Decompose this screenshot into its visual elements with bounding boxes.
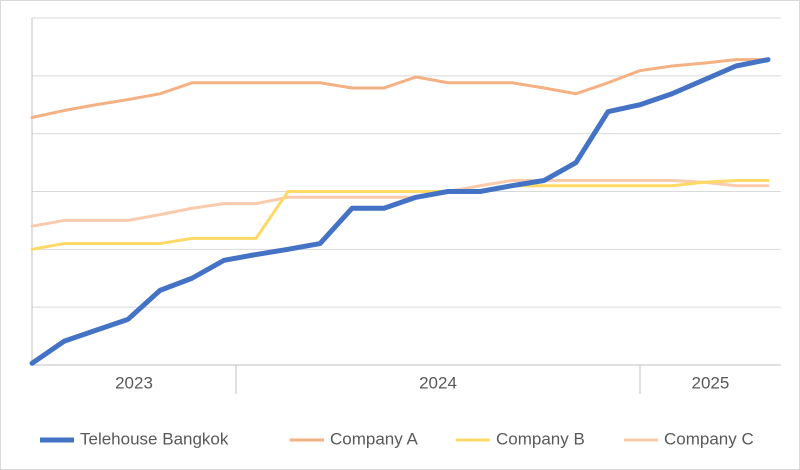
legend-label: Company C [664, 429, 754, 448]
x-group-label: 2023 [115, 373, 153, 392]
x-group-label: 2025 [691, 373, 729, 392]
legend-label: Company A [330, 429, 419, 448]
series-line [30, 58, 770, 119]
series-line [29, 57, 771, 366]
legend-label: Telehouse Bangkok [80, 429, 229, 448]
legend-label: Company B [496, 429, 585, 448]
series-line [30, 179, 770, 228]
series-line [30, 179, 770, 251]
x-group-label: 2024 [419, 373, 457, 392]
